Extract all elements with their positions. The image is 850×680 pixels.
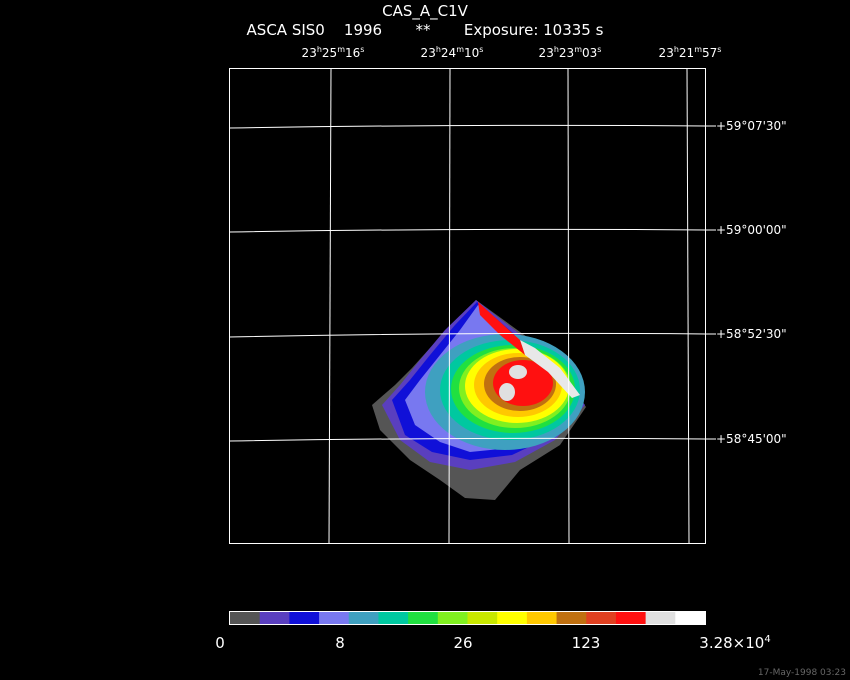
colorbar-frame (229, 611, 706, 625)
year-label: 1996 (343, 21, 383, 39)
image-edge-band (520, 340, 580, 398)
colorbar-max-label: 3.28×104 (699, 634, 771, 652)
colorbar-tick-label: 0 (215, 634, 225, 652)
ra-grid-line (567, 67, 570, 544)
colorbar-swatch (645, 612, 676, 624)
ra-grid-line (448, 67, 451, 544)
dec-grid-line (228, 124, 707, 129)
dec-tick-label: +59°00'00" (716, 223, 787, 237)
image-peak-2 (499, 383, 515, 401)
dec-ticks (706, 125, 716, 440)
colorbar-swatch (467, 612, 498, 624)
colorbar-swatch (378, 612, 409, 624)
exposure-label: Exposure: 10335 s (463, 21, 604, 39)
colorbar-swatch (675, 612, 706, 624)
colorbar-swatch (437, 612, 468, 624)
dec-grid (228, 124, 707, 442)
colorbar-swatch (289, 612, 320, 624)
ra-tick-label: 23h24m10s (420, 45, 484, 60)
colorbar-swatch (230, 612, 261, 624)
ra-grid-line (328, 67, 332, 544)
colorbar-swatch (526, 612, 558, 624)
ra-grid-line (686, 67, 690, 544)
ra-grid (328, 67, 690, 544)
dec-grid-line (228, 332, 707, 338)
colorbar-tick-label: 8 (335, 634, 345, 652)
image-edge-red (478, 302, 525, 355)
footer-timestamp: 17-May-1998 03:23 (757, 668, 846, 678)
dec-tick-label: +58°45'00" (716, 432, 787, 446)
colorbar-swatch (615, 612, 647, 624)
image-subtitle: ASCA SIS0 1996 ** Exposure: 10335 s (0, 21, 850, 39)
ra-tick-label: 23h21m57s (658, 45, 722, 60)
dec-tick-label: +59°07'30" (716, 119, 787, 133)
dec-tick-label: +58°52'30" (716, 327, 787, 341)
colorbar-swatch (259, 612, 290, 624)
instrument-label: ASCA SIS0 (246, 21, 325, 39)
colorbar (230, 612, 706, 624)
colorbar-swatch (556, 612, 587, 624)
plot-frame (229, 68, 706, 544)
colorbar-swatch (348, 612, 379, 624)
colorbar-tick-label: 123 (571, 634, 601, 652)
xray-image (372, 300, 586, 500)
ra-tick-label: 23h23m03s (538, 45, 602, 60)
marker-label: ** (415, 21, 431, 39)
colorbar-swatch (319, 612, 350, 624)
dec-grid-line (228, 228, 707, 233)
colorbar-swatch (408, 612, 439, 624)
image-peak-1 (509, 365, 527, 379)
dec-grid-line (228, 437, 707, 442)
ra-tick-label: 23h25m16s (301, 45, 365, 60)
colorbar-swatch (497, 612, 528, 624)
colorbar-swatch (586, 612, 617, 624)
colorbar-tick-label: 26 (453, 634, 473, 652)
image-title: CAS_A_C1V (382, 2, 468, 20)
